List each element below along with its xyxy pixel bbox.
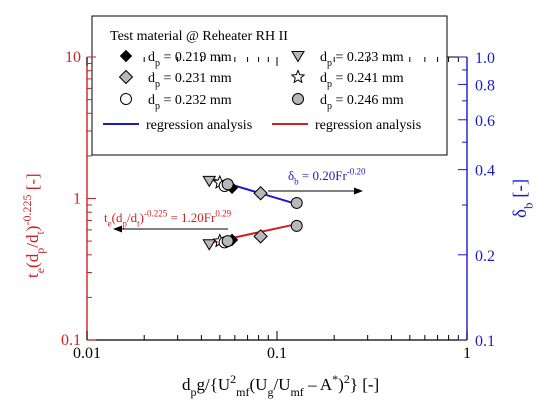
marker-diamond-gray bbox=[253, 229, 268, 244]
y-right-tick-label: 0.4 bbox=[475, 163, 495, 180]
marker-circle-gray bbox=[221, 178, 234, 191]
marker-triangle-down bbox=[202, 239, 217, 251]
x-tick-label: 1 bbox=[463, 345, 471, 362]
marker-diamond-filled bbox=[119, 49, 133, 63]
data-markers bbox=[202, 174, 303, 251]
marker-star-open bbox=[290, 69, 306, 84]
y-right-tick-label: 0.8 bbox=[475, 77, 495, 94]
marker-triangle-down bbox=[202, 175, 217, 188]
x-axis-title: dpg/{U2mf(Ug/Umf – A*)2} [-] bbox=[182, 372, 379, 399]
y-right-tick-label: 0.6 bbox=[475, 113, 495, 130]
y-right-axis-title: δb [-] bbox=[510, 179, 536, 218]
marker-circle-gray bbox=[290, 196, 303, 209]
legend-entry-label: dp = 0.246 mm bbox=[320, 93, 404, 112]
legend-title: Test material @ Reheater RH II bbox=[110, 29, 288, 44]
y-right-tick-label: 0.1 bbox=[475, 333, 495, 350]
legend-entry-label: dp = 0.232 mm bbox=[148, 93, 232, 112]
legend-entry-label: dp = 0.241 mm bbox=[320, 71, 404, 90]
legend-box bbox=[91, 15, 448, 156]
left-axis-arrowhead bbox=[113, 225, 122, 233]
y-left-tick-label: 10 bbox=[65, 49, 81, 66]
marker-circle-gray bbox=[290, 219, 303, 232]
marker-diamond-gray bbox=[253, 186, 268, 201]
legend-entry-label: dp = 0.231 mm bbox=[148, 71, 232, 90]
axes: 0.01 0.1 10.11100.10.20.40.60.81.0dpg/{U2m… bbox=[20, 49, 536, 399]
marker-diamond-gray bbox=[118, 69, 134, 85]
legend-entry-label: regression analysis bbox=[146, 118, 252, 133]
y-left-tick-label: 0.1 bbox=[61, 332, 81, 349]
y-right-tick-label: 0.2 bbox=[475, 248, 495, 265]
marker-triangle-down bbox=[291, 51, 305, 63]
marker-circle-gray bbox=[292, 93, 304, 105]
annotations: δb = 0.20Fr-0.20 te(dp/dt)-0.225 = 1.20Fr… bbox=[104, 167, 366, 233]
marker-circle-open bbox=[120, 93, 132, 105]
marker-circle-gray bbox=[221, 235, 234, 248]
x-tick-label: 0.1 bbox=[267, 345, 287, 362]
blue-regression-label: δb = 0.20Fr-0.20 bbox=[288, 167, 366, 187]
right-axis-arrowhead bbox=[354, 187, 363, 195]
x-tick-label: 0.01 bbox=[73, 345, 101, 362]
y-left-tick-label: 1 bbox=[73, 191, 81, 208]
y-right-tick-label: 1.0 bbox=[475, 50, 495, 67]
y-left-axis-title: te(dp/dt)-0.225 [-] bbox=[20, 173, 47, 278]
red-regression-label: te(dp/dt)-0.225 = 1.20Fr0.29 bbox=[104, 209, 232, 229]
legend-entry-label: regression analysis bbox=[315, 118, 421, 133]
